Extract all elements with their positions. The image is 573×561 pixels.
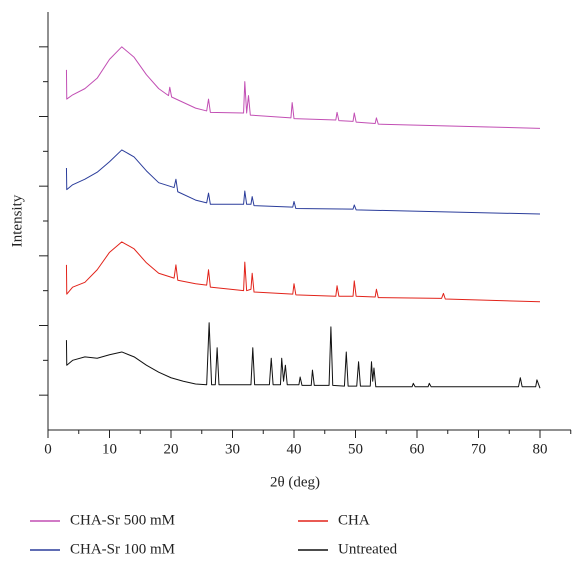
x-tick-label: 40 <box>287 441 302 457</box>
x-tick-label: 10 <box>102 441 117 457</box>
series-line <box>65 149 541 215</box>
legend-label: CHA <box>338 512 370 528</box>
x-tick-label: 20 <box>164 441 179 457</box>
series-line <box>65 46 541 129</box>
legend-label: CHA-Sr 100 mM <box>70 541 175 557</box>
x-tick-label: 80 <box>533 441 548 457</box>
x-axis-label: 2θ (deg) <box>270 474 320 490</box>
x-tick-label: 60 <box>410 441 425 457</box>
series-line <box>65 241 541 303</box>
x-tick-label: 70 <box>471 441 486 457</box>
legend-label: CHA-Sr 500 mM <box>70 512 175 528</box>
x-tick-label: 50 <box>348 441 363 457</box>
legend-label: Untreated <box>338 541 398 557</box>
x-tick-label: 0 <box>44 441 52 457</box>
x-tick-label: 30 <box>225 441 240 457</box>
series-line <box>65 322 541 389</box>
y-axis-label: Intensity <box>9 194 25 247</box>
